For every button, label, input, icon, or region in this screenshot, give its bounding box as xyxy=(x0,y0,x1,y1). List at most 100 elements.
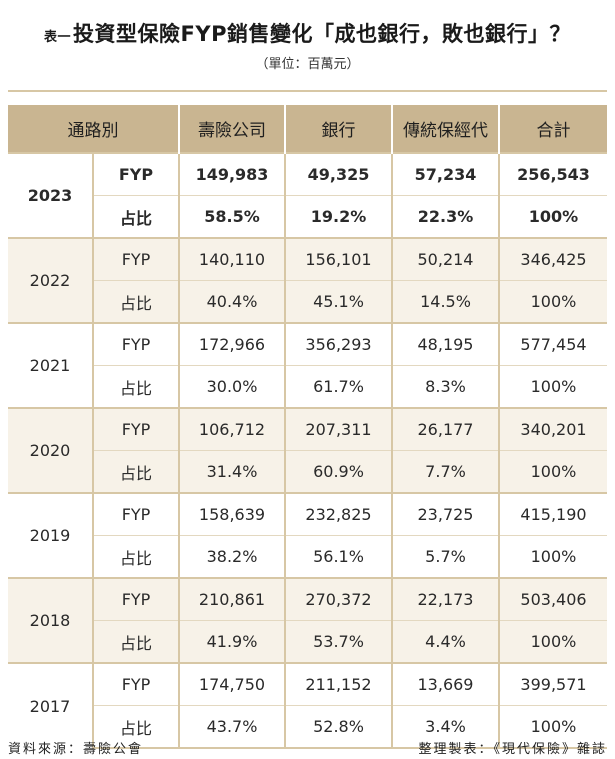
table-row: 2020 FYP 106,712 207,311 26,177 340,201 xyxy=(8,407,607,493)
row-label-fyp: FYP xyxy=(92,152,179,196)
share-value-cell: 4.4% xyxy=(391,620,499,663)
row-label-fyp: FYP xyxy=(92,577,179,621)
title-block: 表一投資型保險FYP銷售變化「成也銀行，敗也銀行」？ （單位：百萬元） xyxy=(0,18,615,72)
share-value-cell: 56.1% xyxy=(284,535,392,578)
page-title: 表一投資型保險FYP銷售變化「成也銀行，敗也銀行」？ xyxy=(0,18,615,48)
year-cell: 2017 xyxy=(8,662,93,748)
year-cell: 2019 xyxy=(8,492,93,578)
header-bank: 銀行 xyxy=(284,105,392,153)
fyp-table: 通路別 壽險公司 銀行 傳統保經代 合計 2023 FYP 149,983 49,32… xyxy=(8,105,607,749)
fyp-value-cell: 22,173 xyxy=(391,577,499,621)
fyp-value-cell: 174,750 xyxy=(178,662,285,706)
row-label-fyp: FYP xyxy=(92,237,179,281)
share-value-cell: 100% xyxy=(498,450,607,493)
share-value-cell: 60.9% xyxy=(284,450,392,493)
fyp-value-cell: 57,234 xyxy=(391,152,499,196)
fyp-value-cell: 13,669 xyxy=(391,662,499,706)
row-label-share: 占比 xyxy=(92,365,179,408)
header-channel: 通路別 xyxy=(8,105,179,153)
fyp-value-cell: 158,639 xyxy=(178,492,285,536)
share-value-cell: 100% xyxy=(498,620,607,663)
fyp-value-cell: 256,543 xyxy=(498,152,607,196)
share-value-cell: 19.2% xyxy=(284,195,392,238)
share-value-cell: 40.4% xyxy=(178,280,285,323)
share-value-cell: 14.5% xyxy=(391,280,499,323)
fyp-value-cell: 346,425 xyxy=(498,237,607,281)
fyp-value-cell: 415,190 xyxy=(498,492,607,536)
share-value-cell: 58.5% xyxy=(178,195,285,238)
row-label-fyp: FYP xyxy=(92,407,179,451)
share-value-cell: 8.3% xyxy=(391,365,499,408)
year-cell: 2020 xyxy=(8,407,93,493)
table-row: 占比 41.9% 53.7% 4.4% 100% xyxy=(8,620,607,663)
share-value-cell: 100% xyxy=(498,365,607,408)
fyp-value-cell: 211,152 xyxy=(284,662,392,706)
fyp-value-cell: 270,372 xyxy=(284,577,392,621)
table-row: 2022 FYP 140,110 156,101 50,214 346,425 xyxy=(8,237,607,323)
share-value-cell: 22.3% xyxy=(391,195,499,238)
year-cell: 2022 xyxy=(8,237,93,323)
table-row: 占比 43.7% 52.8% 3.4% 100% xyxy=(8,705,607,749)
fyp-value-cell: 232,825 xyxy=(284,492,392,536)
fyp-value-cell: 577,454 xyxy=(498,322,607,366)
fyp-value-cell: 156,101 xyxy=(284,237,392,281)
fyp-value-cell: 340,201 xyxy=(498,407,607,451)
share-value-cell: 53.7% xyxy=(284,620,392,663)
fyp-value-cell: 140,110 xyxy=(178,237,285,281)
table-row: 占比 30.0% 61.7% 8.3% 100% xyxy=(8,365,607,408)
fyp-value-cell: 210,861 xyxy=(178,577,285,621)
share-value-cell: 7.7% xyxy=(391,450,499,493)
fyp-value-cell: 172,966 xyxy=(178,322,285,366)
fyp-value-cell: 106,712 xyxy=(178,407,285,451)
table-number: 表一 xyxy=(44,30,72,45)
credit-note: 整理製表：《現代保險》雜誌 xyxy=(418,742,607,757)
fyp-value-cell: 49,325 xyxy=(284,152,392,196)
fyp-value-cell: 356,293 xyxy=(284,322,392,366)
share-value-cell: 100% xyxy=(498,705,607,749)
share-value-cell: 5.7% xyxy=(391,535,499,578)
fyp-value-cell: 503,406 xyxy=(498,577,607,621)
share-value-cell: 3.4% xyxy=(391,705,499,749)
row-label-share: 占比 xyxy=(92,280,179,323)
row-label-share: 占比 xyxy=(92,535,179,578)
fyp-value-cell: 48,195 xyxy=(391,322,499,366)
row-label-share: 占比 xyxy=(92,195,179,238)
row-label-fyp: FYP xyxy=(92,492,179,536)
row-label-share: 占比 xyxy=(92,450,179,493)
share-value-cell: 100% xyxy=(498,195,607,238)
year-cell: 2021 xyxy=(8,322,93,408)
table-row: 占比 38.2% 56.1% 5.7% 100% xyxy=(8,535,607,578)
table-row: 2017 FYP 174,750 211,152 13,669 399,571 xyxy=(8,662,607,748)
row-label-share: 占比 xyxy=(92,620,179,663)
table-row: 2023 FYP 149,983 49,325 57,234 256,543 xyxy=(8,152,607,238)
table-row: 2019 FYP 158,639 232,825 23,725 415,190 xyxy=(8,492,607,578)
fyp-value-cell: 50,214 xyxy=(391,237,499,281)
header-row: 通路別 壽險公司 銀行 傳統保經代 合計 xyxy=(8,105,607,153)
table-row: 2021 FYP 172,966 356,293 48,195 577,454 xyxy=(8,322,607,408)
year-cell: 2018 xyxy=(8,577,93,663)
table-row: 占比 58.5% 19.2% 22.3% 100% xyxy=(8,195,607,238)
fyp-value-cell: 207,311 xyxy=(284,407,392,451)
top-divider xyxy=(8,90,607,92)
share-value-cell: 100% xyxy=(498,280,607,323)
share-value-cell: 31.4% xyxy=(178,450,285,493)
header-insurer: 壽險公司 xyxy=(178,105,285,153)
share-value-cell: 43.7% xyxy=(178,705,285,749)
fyp-value-cell: 399,571 xyxy=(498,662,607,706)
row-label-fyp: FYP xyxy=(92,662,179,706)
unit-note: （單位：百萬元） xyxy=(255,57,360,72)
share-value-cell: 100% xyxy=(498,535,607,578)
title-text: 投資型保險FYP銷售變化「成也銀行，敗也銀行」？ xyxy=(73,22,571,46)
table-row: 2018 FYP 210,861 270,372 22,173 503,406 xyxy=(8,577,607,663)
fyp-value-cell: 23,725 xyxy=(391,492,499,536)
row-label-share: 占比 xyxy=(92,705,179,749)
fyp-value-cell: 149,983 xyxy=(178,152,285,196)
share-value-cell: 41.9% xyxy=(178,620,285,663)
header-total: 合計 xyxy=(498,105,607,153)
share-value-cell: 61.7% xyxy=(284,365,392,408)
header-broker: 傳統保經代 xyxy=(391,105,499,153)
share-value-cell: 45.1% xyxy=(284,280,392,323)
year-cell: 2023 xyxy=(8,152,93,238)
share-value-cell: 52.8% xyxy=(284,705,392,749)
fyp-value-cell: 26,177 xyxy=(391,407,499,451)
